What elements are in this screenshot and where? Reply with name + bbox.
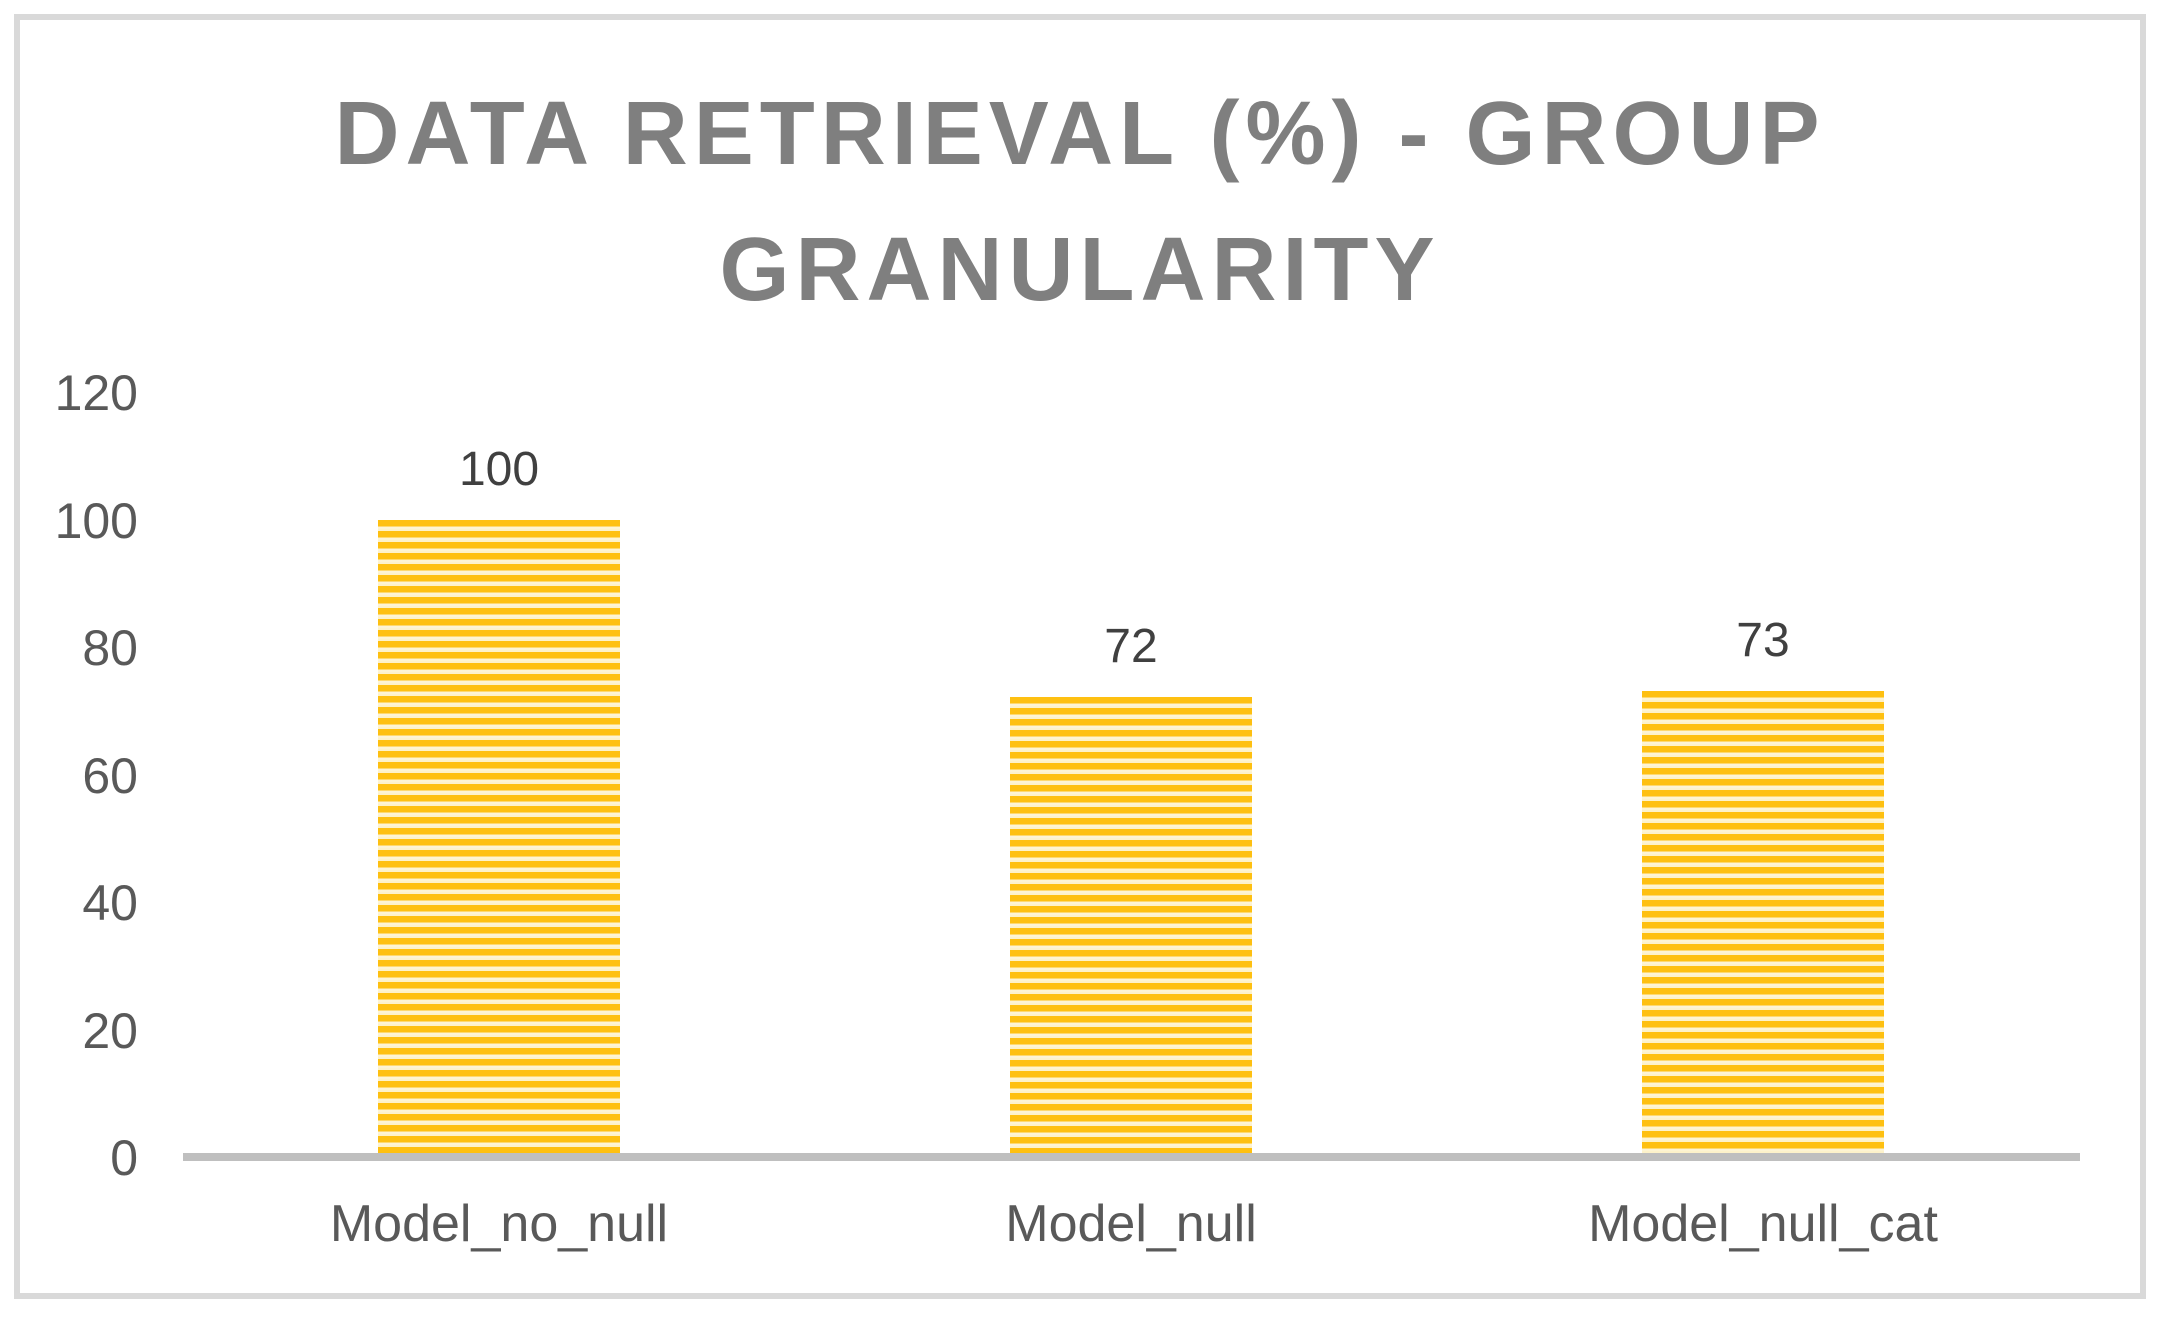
bar-value-label: 72	[1104, 620, 1158, 673]
bar-model-no-null	[378, 520, 620, 1153]
bar-value-label: 100	[458, 443, 540, 496]
y-tick-0: 0	[110, 1130, 138, 1186]
y-tick-60: 60	[82, 747, 138, 804]
bar-value-label: 73	[1736, 614, 1790, 667]
x-axis-line	[183, 1153, 2080, 1161]
x-axis-category-labels: Model_no_null Model_null Model_null_cat	[183, 1192, 2080, 1256]
category-label-model-null: Model_null	[1005, 1195, 1257, 1253]
y-tick-80: 80	[82, 620, 138, 676]
plot-area: 100 72 73	[183, 393, 2080, 1161]
y-tick-40: 40	[82, 875, 138, 931]
y-tick-100: 100	[54, 492, 138, 549]
bar-group-model-null-cat: 73	[1447, 393, 2079, 1153]
chart-title: DATA RETRIEVAL (%) - GROUP GRANULARITY	[0, 66, 2160, 338]
category-label-model-null-cat: Model_null_cat	[1588, 1195, 1938, 1253]
chart-title-line-1: DATA RETRIEVAL (%) - GROUP	[334, 84, 1826, 184]
bar-group-model-null: 72	[815, 393, 1447, 1153]
y-tick-120: 120	[54, 365, 138, 421]
chart-title-line-2: GRANULARITY	[719, 220, 1441, 320]
category-label-model-no-null: Model_no_null	[329, 1195, 669, 1253]
bar-model-null	[1010, 697, 1252, 1153]
bar-model-null-cat	[1642, 691, 1884, 1153]
y-axis: 120 100 80 60 40 20 0	[20, 363, 138, 1188]
y-tick-20: 20	[82, 1002, 138, 1059]
bar-group-model-no-null: 100	[183, 393, 815, 1153]
